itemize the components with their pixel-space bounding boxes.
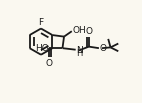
Text: H: H <box>76 49 83 58</box>
Text: F: F <box>38 18 44 27</box>
Text: O: O <box>100 44 107 53</box>
Text: N: N <box>76 46 83 55</box>
Text: OH: OH <box>73 26 86 35</box>
Text: O: O <box>85 27 92 36</box>
Text: HO: HO <box>35 44 49 53</box>
Text: O: O <box>46 59 53 68</box>
